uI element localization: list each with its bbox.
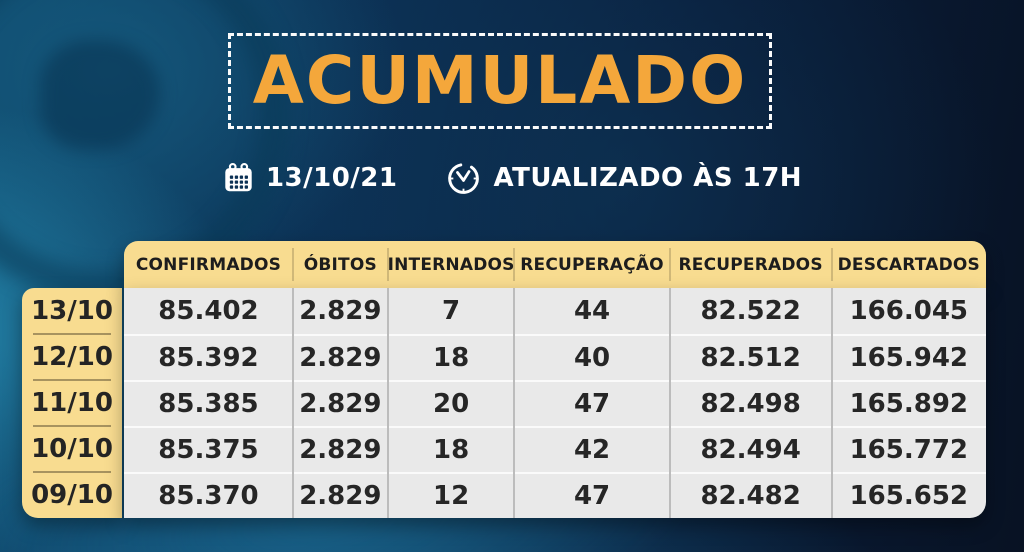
cell-value: 82.482 xyxy=(668,472,832,518)
cell-value: 12 xyxy=(386,472,515,518)
table-row: 85.370 2.829 12 47 82.482 165.652 xyxy=(124,472,986,518)
cell-value: 40 xyxy=(513,334,669,382)
cell-value: 85.402 xyxy=(158,296,259,326)
virus-blob-decoration xyxy=(40,40,160,150)
cell-value: 165.652 xyxy=(830,472,986,518)
title-box: ACUMULADO xyxy=(228,33,772,129)
cell-value: 44 xyxy=(513,288,669,336)
date-column: 13/10 12/10 11/10 10/10 09/10 xyxy=(22,288,122,518)
cell-value: 165.942 xyxy=(830,334,986,382)
table-row: 85.375 2.829 18 42 82.494 165.772 xyxy=(124,426,986,474)
cell-value: 85.370 xyxy=(158,481,259,511)
cell-value: 2.829 xyxy=(291,426,388,474)
date-cell: 10/10 xyxy=(22,425,122,472)
cell-value: 47 xyxy=(513,472,669,518)
table-row: 85.392 2.829 18 40 82.512 165.942 xyxy=(124,334,986,382)
report-date: 13/10/21 xyxy=(265,163,398,193)
calendar-icon xyxy=(222,161,255,195)
date-cell: 11/10 xyxy=(22,379,122,426)
cell-value: 82.512 xyxy=(668,334,832,382)
date-cell: 13/10 xyxy=(31,296,113,326)
cell-value: 82.498 xyxy=(668,380,832,428)
cell-value: 85.375 xyxy=(158,435,259,465)
cell-value: 2.829 xyxy=(291,472,388,518)
cell-value: 165.892 xyxy=(830,380,986,428)
cell-value: 166.045 xyxy=(830,288,986,336)
cell-value: 2.829 xyxy=(291,334,388,382)
cell-value: 7 xyxy=(386,288,515,336)
table-grid: CONFIRMADOS ÓBITOS INTERNADOS RECUPERAÇÃ… xyxy=(124,241,986,518)
updated-label: ATUALIZADO ÀS 17H xyxy=(493,163,803,193)
meta-row: 13/10/21 ATUALIZADO ÀS 17H xyxy=(0,155,1024,201)
cell-value: 2.829 xyxy=(291,288,388,336)
clock-icon xyxy=(445,160,482,197)
column-header-obitos: ÓBITOS xyxy=(291,241,388,288)
column-header-internados: INTERNADOS xyxy=(386,241,515,288)
page-title: ACUMULADO xyxy=(252,42,748,119)
cell-value: 18 xyxy=(386,334,515,382)
table-header-row: CONFIRMADOS ÓBITOS INTERNADOS RECUPERAÇÃ… xyxy=(124,241,986,288)
cell-value: 20 xyxy=(386,380,515,428)
cell-value: 42 xyxy=(513,426,669,474)
cell-value: 165.772 xyxy=(830,426,986,474)
date-cell: 12/10 xyxy=(22,333,122,380)
column-header-confirmados: CONFIRMADOS xyxy=(135,254,282,275)
column-header-recuperacao: RECUPERAÇÃO xyxy=(513,241,669,288)
cell-value: 2.829 xyxy=(291,380,388,428)
date-cell: 09/10 xyxy=(22,471,122,518)
cell-value: 82.494 xyxy=(668,426,832,474)
cell-value: 82.522 xyxy=(668,288,832,336)
table-body: 85.402 2.829 7 44 82.522 166.045 85.392 … xyxy=(124,288,986,518)
table-row: 85.402 2.829 7 44 82.522 166.045 xyxy=(124,288,986,336)
column-header-descartados: DESCARTADOS xyxy=(830,241,986,288)
cell-value: 85.392 xyxy=(158,343,259,373)
cell-value: 47 xyxy=(513,380,669,428)
cell-value: 85.385 xyxy=(158,389,259,419)
cell-value: 18 xyxy=(386,426,515,474)
table-row: 85.385 2.829 20 47 82.498 165.892 xyxy=(124,380,986,428)
column-header-recuperados: RECUPERADOS xyxy=(668,241,832,288)
